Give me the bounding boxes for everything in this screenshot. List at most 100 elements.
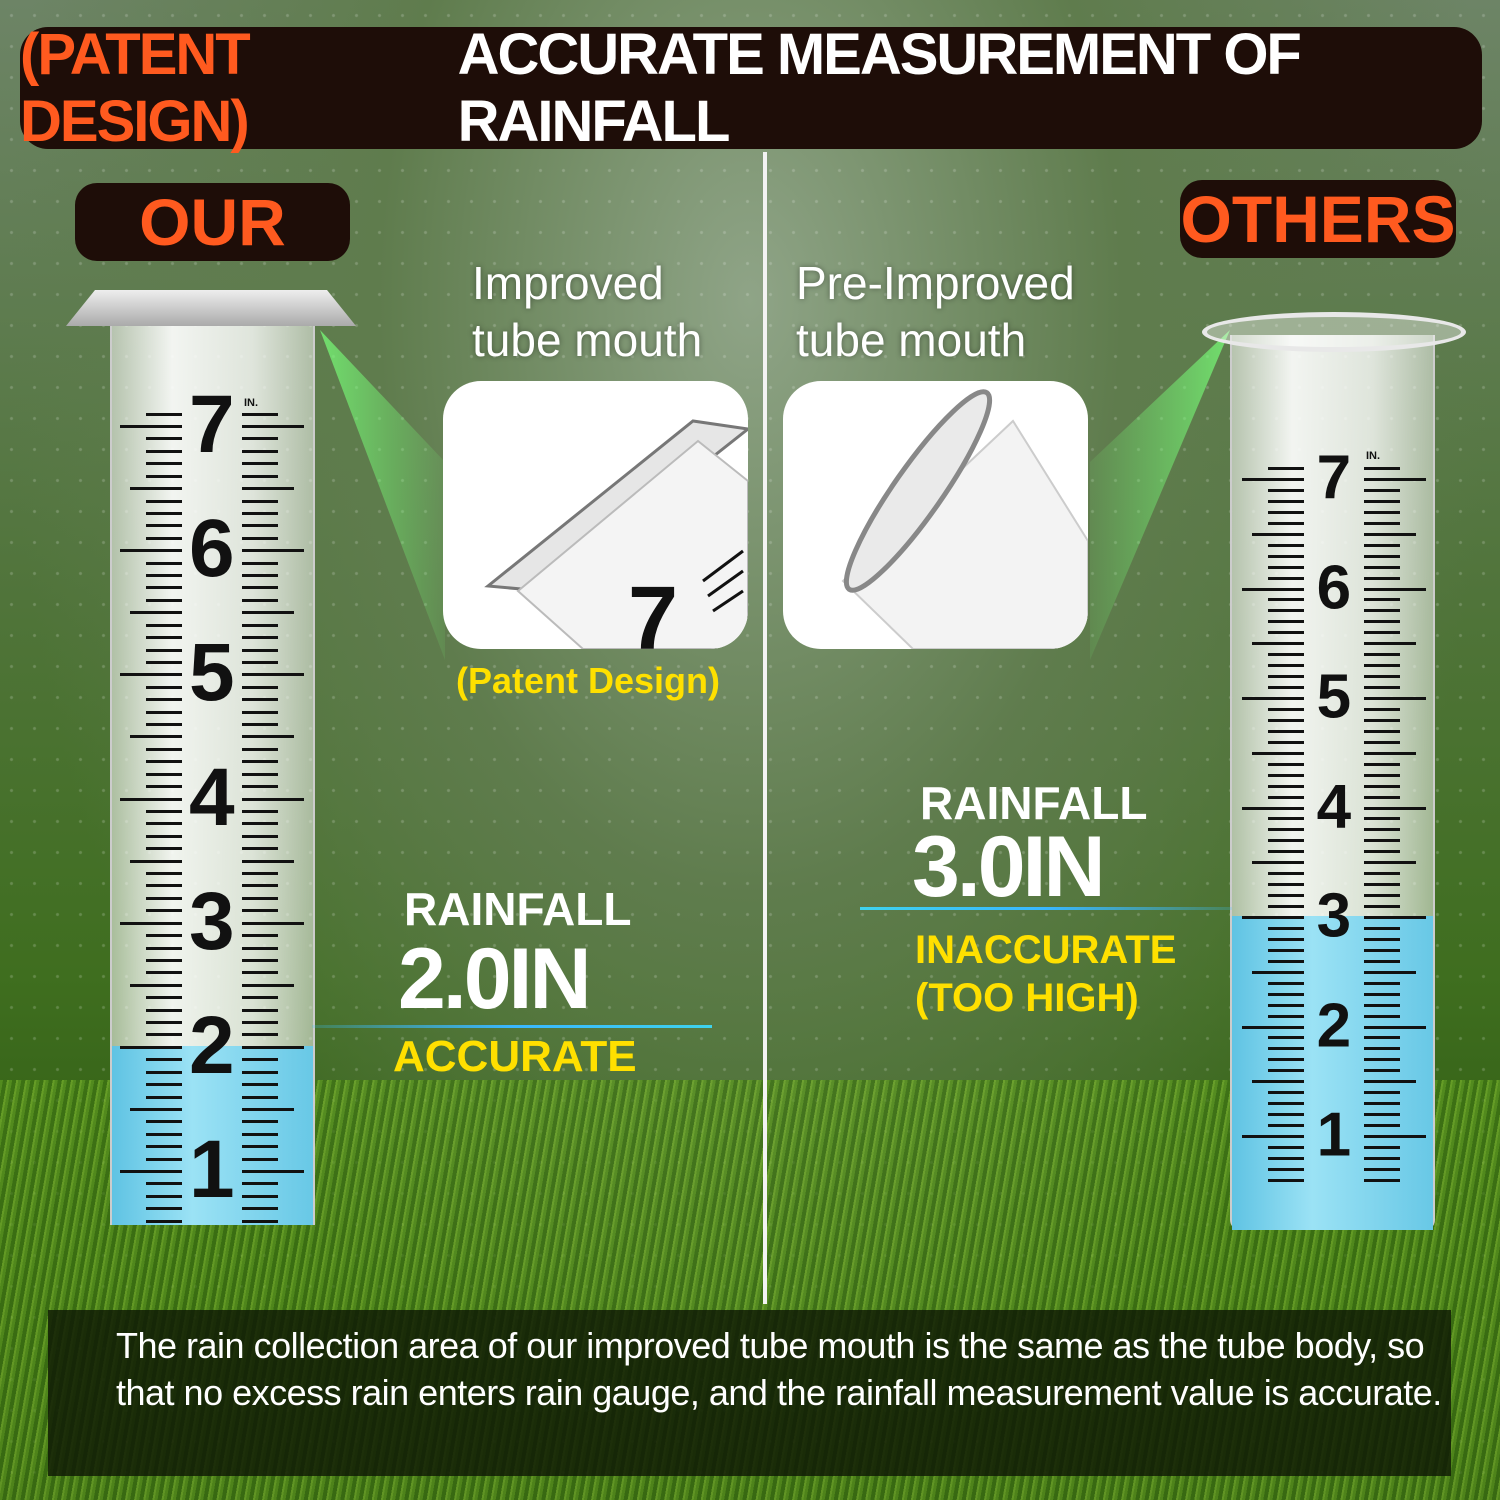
- gauge-tick: [146, 934, 182, 938]
- gauge-tick: [1364, 565, 1400, 569]
- gauge-tick: [146, 971, 182, 975]
- gauge-tick: [1364, 948, 1400, 952]
- gauge-tick: [242, 586, 278, 590]
- gauge-number: 3: [1316, 881, 1352, 951]
- gauge-tick: [242, 847, 278, 851]
- gauge-tick: [1252, 532, 1304, 536]
- gauge-tick: [1268, 1167, 1304, 1171]
- gauge-number: 6: [1316, 553, 1352, 622]
- patent-design-label: (Patent Design): [456, 660, 721, 701]
- gauge-tick: [146, 1145, 182, 1149]
- gauge-tick: [1268, 543, 1304, 547]
- water-level: [1232, 916, 1433, 1230]
- gauge-tick: [1364, 828, 1400, 832]
- gauge-tick: [1364, 850, 1400, 854]
- header-banner: (PATENT DESIGN) ACCURATE MEASUREMENT OF …: [20, 22, 1482, 154]
- gauge-tick: [1364, 653, 1400, 657]
- gauge-tick: [1364, 817, 1400, 821]
- improved-mouth-label: Improved tube mouth: [472, 255, 702, 369]
- gauge-tick: [1268, 598, 1304, 602]
- gauge-tick: [1268, 839, 1304, 843]
- gauge-tick: [1242, 916, 1304, 919]
- gauge-tick: [146, 946, 182, 950]
- gauge-tick: [1268, 937, 1304, 941]
- gauge-tick: [242, 934, 278, 938]
- gauge-number: 4: [1316, 772, 1352, 841]
- gauge-tick: [1252, 970, 1304, 974]
- gauge-tick: [242, 511, 278, 515]
- gauge-tick: [242, 822, 278, 826]
- gauge-tick: [242, 611, 294, 615]
- gauge-tick: [1364, 1080, 1416, 1084]
- gauge-tick: [146, 462, 182, 466]
- header-title: ACCURATE MEASUREMENT OF RAINFALL: [457, 22, 1302, 154]
- gauge-tick: [146, 1207, 182, 1211]
- gauge-tick: [146, 710, 182, 714]
- gauge-tick: [1252, 642, 1304, 646]
- gauge-tick: [146, 996, 182, 1000]
- gauge-tick: [1364, 806, 1426, 810]
- gauge-tick: [242, 636, 278, 640]
- gauge-tick: [1268, 718, 1304, 722]
- gauge-tick: [1364, 697, 1426, 700]
- gauge-tick: [1364, 718, 1400, 722]
- label-line: tube mouth: [472, 314, 703, 366]
- gauge-tick: [242, 996, 278, 1000]
- gauge-tick: [1268, 554, 1304, 558]
- accurate-label: ACCURATE: [393, 1032, 637, 1081]
- gauge-tick: [146, 1021, 182, 1024]
- gauge-tick: [242, 449, 278, 453]
- gauge-tick: [242, 909, 278, 913]
- gauge-tick: [242, 735, 294, 739]
- gauge-tick: [1268, 686, 1304, 690]
- gauge-tick: [242, 673, 304, 677]
- gauge-tick: [242, 598, 278, 602]
- gauge-tick: [1268, 1102, 1304, 1106]
- gauge-tick: [1268, 653, 1304, 657]
- gauge-tick: [242, 983, 294, 987]
- gauge-tick: [242, 648, 278, 652]
- gauge-tick: [1364, 598, 1400, 602]
- gauge-tick: [1364, 762, 1400, 766]
- gauge-tick: [146, 1095, 182, 1099]
- gauge-tick: [242, 660, 278, 664]
- gauge-tick: [146, 524, 182, 528]
- gauge-tick: [146, 785, 182, 789]
- gauge-tick: [146, 660, 182, 664]
- gauge-tick: [242, 574, 278, 577]
- gauge-tick: [146, 586, 182, 590]
- gauge-tick: [146, 847, 182, 851]
- gauge-tick: [242, 1170, 304, 1173]
- gauge-tick: [242, 524, 278, 528]
- gauge-tick: [1364, 543, 1400, 547]
- too-high-label: (TOO HIGH): [915, 976, 1139, 1020]
- gauge-tick: [1268, 981, 1304, 985]
- gauge-tick: [146, 561, 182, 565]
- gauge-tick: [1268, 959, 1304, 963]
- gauge-tick: [146, 822, 182, 826]
- gauge-tick: [242, 797, 304, 801]
- gauge-tick: [1364, 488, 1400, 492]
- gauge-tick: [1268, 1058, 1304, 1062]
- gauge-tick: [1268, 948, 1304, 952]
- gauge-tick: [1364, 467, 1400, 471]
- pre-improved-mouth-closeup: [783, 381, 1088, 649]
- gauge-tick: [1268, 1124, 1304, 1128]
- gauge-tick: [146, 449, 182, 453]
- label-line: tube mouth: [796, 314, 1027, 366]
- gauge-tick: [1364, 1091, 1400, 1095]
- gauge-tick: [1268, 729, 1304, 733]
- inaccurate-label: INACCURATE: [915, 928, 1177, 972]
- gauge-tick: [242, 710, 278, 714]
- gauge-number: 7: [1316, 443, 1352, 513]
- gauge-tick: [146, 909, 182, 913]
- gauge-tick: [242, 1008, 278, 1012]
- gauge-number: 1: [1316, 1100, 1352, 1170]
- gauge-tick: [1364, 554, 1400, 558]
- gauge-tick: [1268, 1036, 1304, 1040]
- gauge-tick: [242, 760, 278, 764]
- gauge-tick: [242, 834, 278, 838]
- gauge-tick: [1268, 850, 1304, 854]
- gauge-number: 2: [189, 999, 235, 1091]
- gauge-number: 5: [189, 627, 235, 719]
